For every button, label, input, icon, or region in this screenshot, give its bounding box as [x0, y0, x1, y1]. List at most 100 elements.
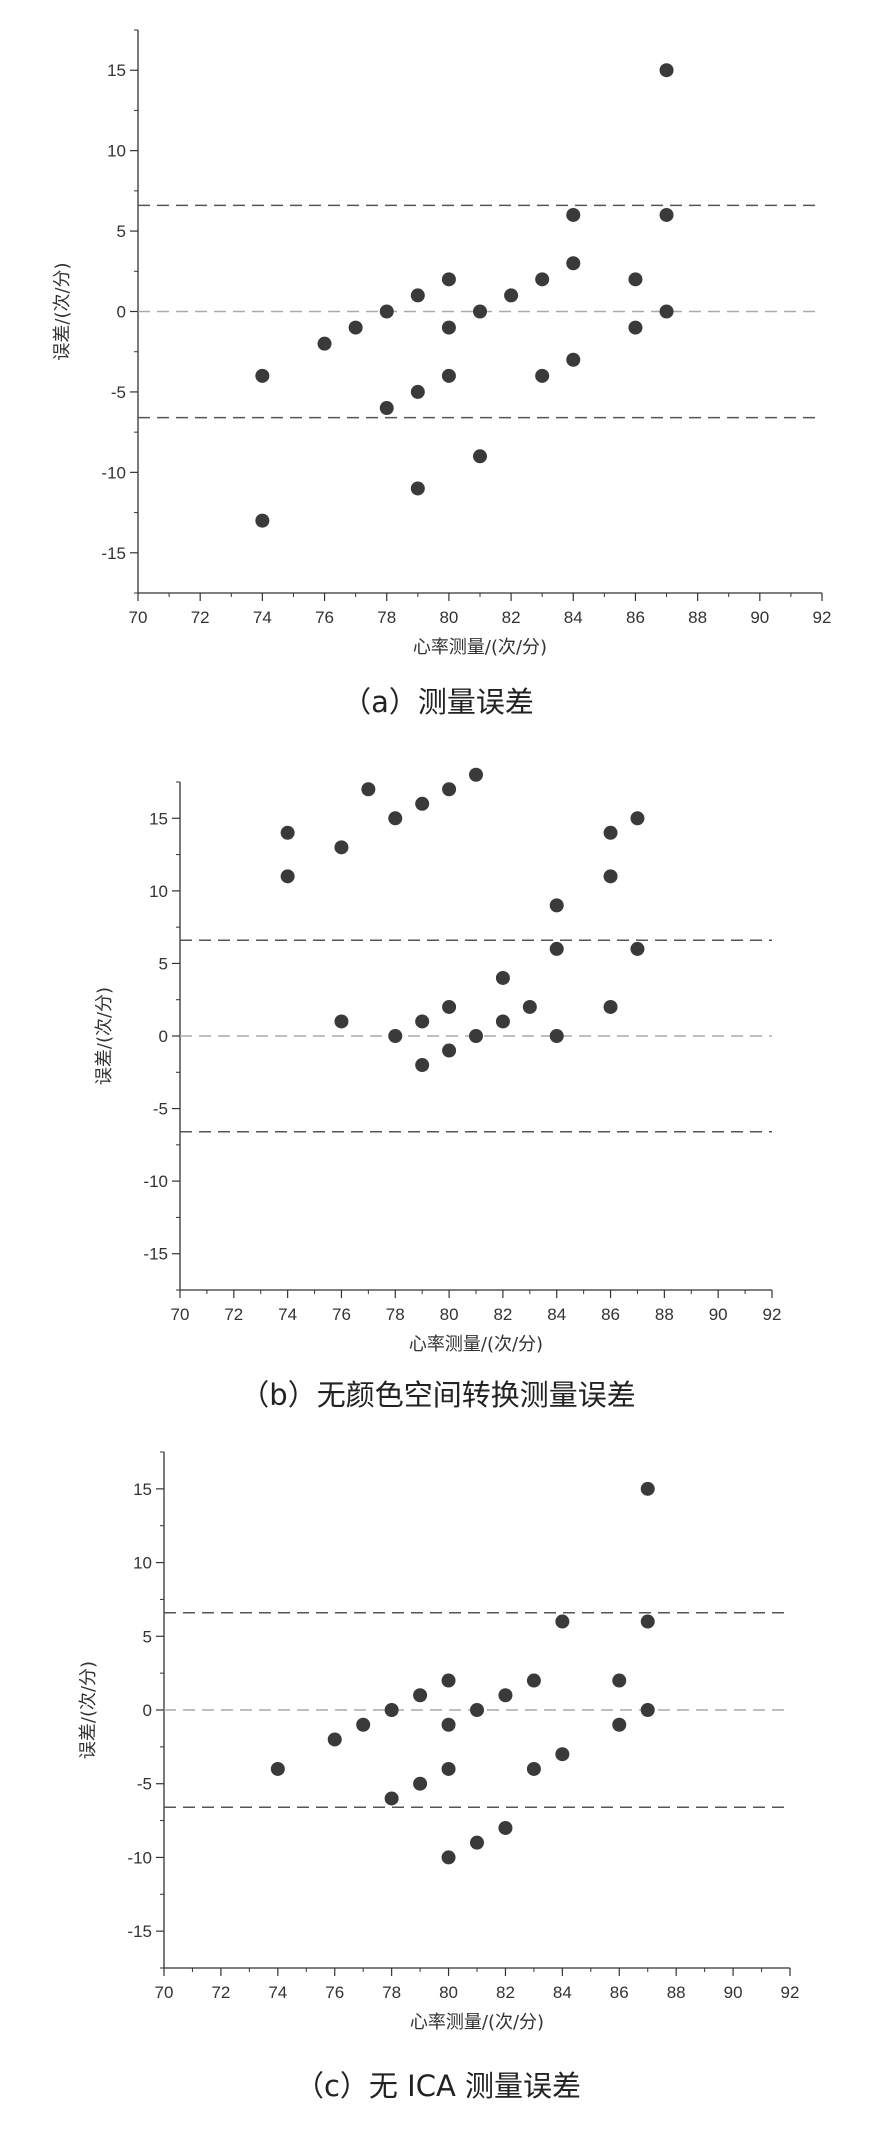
- data-point: [549, 898, 564, 913]
- data-point: [384, 1703, 399, 1717]
- data-point: [334, 1014, 349, 1029]
- data-point: [470, 1835, 484, 1850]
- data-point: [535, 368, 550, 383]
- x-tick-label: 74: [253, 608, 272, 627]
- data-point: [388, 1029, 403, 1043]
- x-tick-label: 78: [382, 1983, 401, 2002]
- y-tick-label: -5: [153, 1100, 168, 1119]
- y-axis-label: 误差/(次/分): [52, 262, 73, 360]
- x-tick-label: 88: [655, 1305, 674, 1324]
- data-point: [280, 869, 295, 884]
- data-point: [526, 1761, 541, 1776]
- x-axis-label: 心率测量/(次/分): [410, 2012, 544, 2033]
- x-tick-label: 86: [626, 608, 645, 627]
- data-point: [526, 1673, 541, 1688]
- data-point: [270, 1761, 285, 1776]
- x-tick-label: 70: [129, 608, 148, 627]
- data-point: [441, 1673, 456, 1688]
- data-point: [566, 207, 581, 222]
- data-point: [469, 767, 483, 782]
- chart-panel-a: 70 72 74 76 78 80 82 84 86 88 90 92 -15 -10 -5 0 5 10 15 心率…: [52, 29, 832, 719]
- data-point: [555, 1747, 570, 1762]
- x-tick-label: 72: [211, 1983, 230, 2002]
- y-tick-label: -10: [143, 1172, 168, 1191]
- y-tick-label: 0: [159, 1027, 168, 1046]
- x-tick-label: 80: [440, 1305, 459, 1324]
- data-point: [334, 840, 349, 855]
- data-point: [441, 320, 456, 335]
- x-tick-label: 86: [601, 1305, 620, 1324]
- data-point: [473, 304, 487, 319]
- data-point: [410, 481, 425, 496]
- data-point: [612, 1673, 627, 1688]
- data-point: [549, 1029, 564, 1043]
- y-tick-label: 0: [143, 1701, 152, 1720]
- x-tick-label: 78: [377, 608, 396, 627]
- data-point: [442, 1043, 457, 1058]
- data-point: [498, 1820, 513, 1835]
- data-point: [640, 1614, 655, 1629]
- x-tick-label: 84: [547, 1305, 566, 1324]
- data-point: [566, 352, 581, 367]
- x-tick-label: 70: [171, 1305, 190, 1324]
- data-point: [379, 401, 394, 416]
- x-tick-label: 72: [224, 1305, 243, 1324]
- data-point: [603, 999, 618, 1014]
- data-point: [628, 320, 643, 335]
- data-point: [473, 449, 487, 464]
- y-tick-label: 5: [117, 222, 126, 241]
- data-point: [356, 1717, 371, 1732]
- x-tick-label: 92: [813, 608, 832, 627]
- data-point: [415, 1014, 430, 1029]
- data-point: [470, 1703, 484, 1717]
- data-point: [659, 304, 674, 319]
- data-point: [413, 1776, 428, 1791]
- x-tick-label: 84: [564, 608, 583, 627]
- data-point: [630, 941, 645, 956]
- x-tick-label: 82: [496, 1983, 515, 2002]
- x-tick-label: 76: [332, 1305, 351, 1324]
- x-tick-label: 84: [553, 1983, 572, 2002]
- data-point: [495, 970, 510, 985]
- data-point: [410, 384, 425, 399]
- data-point: [280, 825, 295, 840]
- x-tick-label: 88: [688, 608, 707, 627]
- y-tick-label: 10: [107, 142, 126, 161]
- y-tick-label: -10: [101, 463, 126, 482]
- data-point: [327, 1732, 342, 1747]
- x-tick-label: 90: [709, 1305, 728, 1324]
- x-tick-label: 82: [502, 608, 521, 627]
- data-point: [348, 320, 363, 335]
- data-point: [566, 256, 581, 271]
- chart-panel-b: 70 72 74 76 78 80 82 84 86 88 90 92 -15 -10 -5 0 5 10 15 心率…: [94, 767, 781, 1412]
- y-tick-label: 15: [133, 1480, 152, 1499]
- y-tick-label: -5: [111, 383, 126, 402]
- x-tick-label: 92: [781, 1983, 800, 2002]
- x-tick-label: 70: [155, 1983, 174, 2002]
- data-point: [442, 782, 457, 797]
- y-tick-label: -15: [101, 544, 126, 563]
- data-point: [659, 207, 674, 222]
- data-point: [410, 288, 425, 303]
- x-tick-label: 90: [724, 1983, 743, 2002]
- x-tick-label: 74: [268, 1983, 287, 2002]
- data-point: [549, 941, 564, 956]
- x-tick-label: 76: [325, 1983, 344, 2002]
- y-tick-label: 15: [149, 809, 168, 828]
- x-axis-label: 心率测量/(次/分): [409, 1334, 543, 1355]
- data-point: [555, 1614, 570, 1629]
- data-point: [495, 1014, 510, 1029]
- x-tick-label: 82: [493, 1305, 512, 1324]
- data-point: [379, 304, 394, 319]
- x-tick-label: 80: [439, 1983, 458, 2002]
- panel-caption: （b）无颜色空间转换测量误差: [240, 1378, 635, 1412]
- data-point: [628, 272, 643, 287]
- data-point: [630, 811, 645, 826]
- data-point: [603, 825, 618, 840]
- data-point: [413, 1688, 428, 1703]
- data-point: [415, 1058, 430, 1073]
- data-point: [535, 272, 550, 287]
- data-point: [441, 1850, 456, 1865]
- y-tick-label: -10: [127, 1848, 152, 1867]
- y-axis-label: 误差/(次/分): [78, 1661, 99, 1759]
